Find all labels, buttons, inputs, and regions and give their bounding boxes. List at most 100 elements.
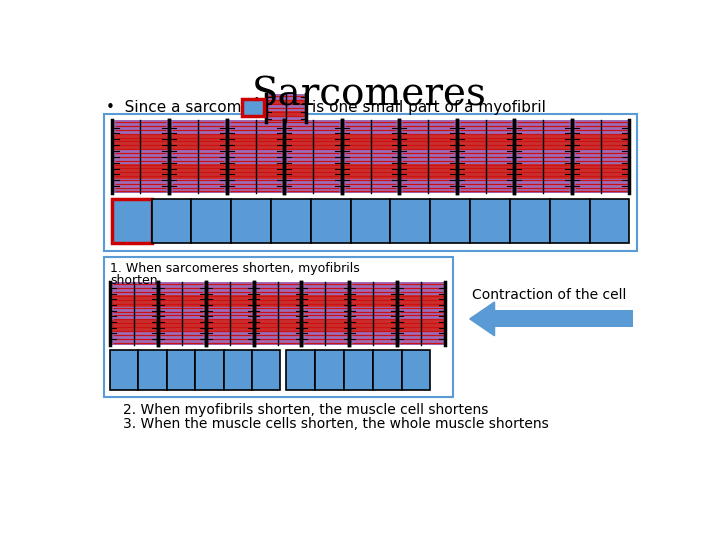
Bar [572,150,629,164]
Bar [456,179,514,193]
Bar [302,282,349,294]
Bar [284,120,342,193]
Bar [400,164,456,179]
Bar [158,282,206,345]
Bar [514,150,572,164]
Bar [151,199,192,244]
Bar [227,150,284,164]
Bar [266,116,306,122]
Bar [110,320,158,333]
Bar [158,307,206,320]
Bar [495,310,632,327]
Bar [342,120,400,193]
Bar [349,282,397,294]
Bar [227,135,284,150]
Bar [206,320,253,333]
Bar [400,135,456,150]
Bar [456,120,514,193]
Bar [110,282,158,345]
Bar [112,120,169,193]
Bar [231,199,271,244]
Bar [342,179,400,193]
Bar [400,179,456,193]
Bar [373,350,402,390]
Text: is one small part of a myofibril: is one small part of a myofibril [312,100,546,116]
Bar [227,120,284,135]
Bar [302,320,349,333]
Bar [397,333,445,345]
Bar [158,294,206,307]
Text: shorten: shorten [110,274,158,287]
Bar [572,120,629,135]
Bar [431,199,470,244]
Bar [167,350,195,390]
Bar [342,164,400,179]
Bar [590,199,629,244]
Bar [514,135,572,150]
Text: 1. When sarcomeres shorten, myofibrils: 1. When sarcomeres shorten, myofibrils [110,262,360,275]
Bar [104,257,453,397]
Bar [397,307,445,320]
Bar [271,199,311,244]
Bar [390,199,431,244]
Bar [206,294,253,307]
Bar [349,294,397,307]
Bar [253,333,302,345]
Bar [223,350,252,390]
Bar [402,350,431,390]
Text: 3. When the muscle cells shorten, the whole muscle shortens: 3. When the muscle cells shorten, the wh… [122,417,549,430]
Polygon shape [469,302,495,336]
Bar [342,135,400,150]
Bar [349,282,397,345]
Bar [112,179,169,193]
Bar [397,282,445,294]
Bar [158,282,206,294]
Text: 2. When myofibrils shorten, the muscle cell shortens: 2. When myofibrils shorten, the muscle c… [122,403,488,417]
Bar [315,350,344,390]
Bar [104,114,637,251]
Bar [284,164,342,179]
Bar [550,199,590,244]
Bar [112,164,169,179]
Bar [110,307,158,320]
Bar [302,333,349,345]
Bar [110,333,158,345]
Bar [169,135,227,150]
Bar [400,120,456,193]
Bar [456,150,514,164]
Bar [284,135,342,150]
Bar [112,120,169,135]
Bar [138,350,167,390]
Text: Contraction of the cell: Contraction of the cell [472,288,627,302]
Bar [311,199,351,244]
Bar [514,164,572,179]
Bar [342,120,400,135]
Bar [112,135,169,150]
Bar [266,99,306,105]
Bar [206,282,253,294]
Bar [572,179,629,193]
Bar [287,350,315,390]
Bar [510,199,550,244]
Bar [514,120,572,135]
Bar [112,199,151,244]
Bar [400,120,456,135]
Bar [456,164,514,179]
Bar [252,350,280,390]
Bar [227,179,284,193]
Bar [266,94,306,99]
Bar [397,294,445,307]
Bar [349,320,397,333]
Bar [110,294,158,307]
Bar [169,164,227,179]
Bar [169,120,227,193]
Bar [195,350,223,390]
Bar [302,307,349,320]
Bar [572,120,629,193]
Bar [400,150,456,164]
Bar [349,333,397,345]
Bar [397,320,445,333]
Bar [397,282,445,345]
Bar [302,294,349,307]
Bar [284,120,342,135]
